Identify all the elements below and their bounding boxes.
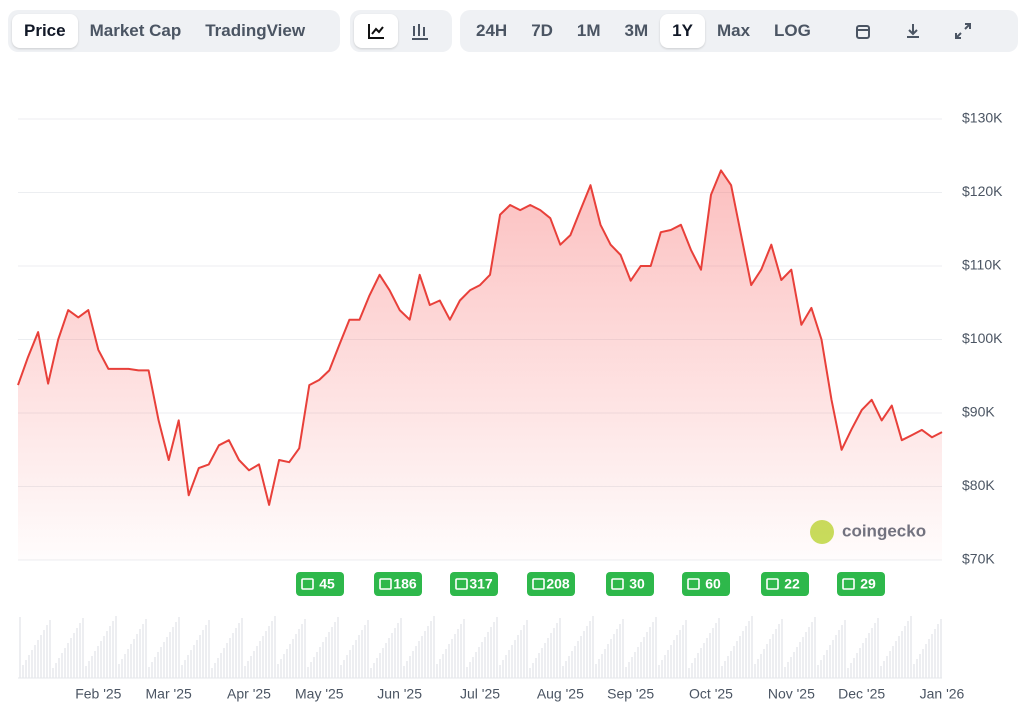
range-button[interactable]: 1M [576,21,601,40]
x-tick-label: Oct '25 [689,686,733,702]
news-count: 317 [469,576,493,592]
y-tick-label: $130K [962,110,1003,126]
news-badge [450,572,498,596]
y-tick-label: $120K [962,183,1003,199]
news-count: 45 [319,576,335,592]
news-icon [379,578,392,590]
y-tick-label: $100K [962,330,1003,346]
news-count: 22 [784,576,800,592]
y-tick-label: $110K [962,257,1002,273]
y-tick-label: $80K [962,477,995,493]
news-badge [296,572,344,596]
range-button[interactable]: 1Y [660,14,705,48]
news-icon [301,578,314,590]
logo-icon [810,520,834,544]
news-badge [682,572,730,596]
news-badge [374,572,422,596]
news-count: 60 [705,576,721,592]
news-icon [766,578,779,590]
news-badge [527,572,575,596]
news-icon [842,578,855,590]
range-button[interactable]: Max [716,21,751,40]
range-button[interactable]: 3M [624,21,649,40]
news-icon [455,578,468,590]
news-icon [532,578,545,590]
tab-group: Price Market Cap TradingView [8,10,340,52]
news-count: 186 [393,576,417,592]
tab-button[interactable]: Market Cap [89,21,182,40]
x-tick-label: May '25 [295,686,344,702]
y-tick-label: $70K [962,551,995,567]
x-tick-label: Jul '25 [460,686,500,702]
x-tick-label: Sep '25 [607,686,654,702]
tab-button[interactable]: TradingView [205,21,306,40]
icon [855,25,870,39]
x-tick-label: Feb '25 [75,686,121,702]
price-line [17,169,943,506]
line-icon [368,24,384,39]
x-tick-label: Jan '26 [920,686,965,702]
icon [954,23,971,39]
candle-chart-button[interactable] [398,14,442,48]
news-icon [687,578,700,590]
download-button[interactable] [891,14,935,48]
icon [906,24,919,38]
watermark: coingecko [842,521,926,540]
x-tick-label: Apr '25 [227,686,271,702]
news-badge [761,572,809,596]
x-tick-label: Jun '25 [377,686,422,702]
range-button[interactable]: 7D [531,21,553,40]
y-tick-label: $90K [962,404,995,420]
range-group: 24H 7D 1M 3M 1Y Max LOG [460,10,1018,52]
news-badge [606,572,654,596]
tab-button[interactable]: Price [12,14,78,48]
news-count: 208 [546,576,570,592]
range-button[interactable]: 24H [476,21,508,40]
x-tick-label: Dec '25 [838,686,885,702]
news-count: 30 [629,576,645,592]
fullscreen-button[interactable] [941,14,985,48]
line-chart-button[interactable] [354,14,398,48]
x-tick-label: Nov '25 [768,686,815,702]
news-count: 29 [860,576,876,592]
chart-type-group [350,10,452,52]
price-area [18,170,942,560]
calendar-button[interactable] [841,14,885,48]
x-tick-label: Aug '25 [537,686,584,702]
candle-icon [412,24,428,40]
x-tick-label: Mar '25 [146,686,192,702]
news-icon [611,578,624,590]
news-badge [837,572,885,596]
range-button[interactable]: LOG [774,21,811,40]
volume-bars [19,616,942,678]
